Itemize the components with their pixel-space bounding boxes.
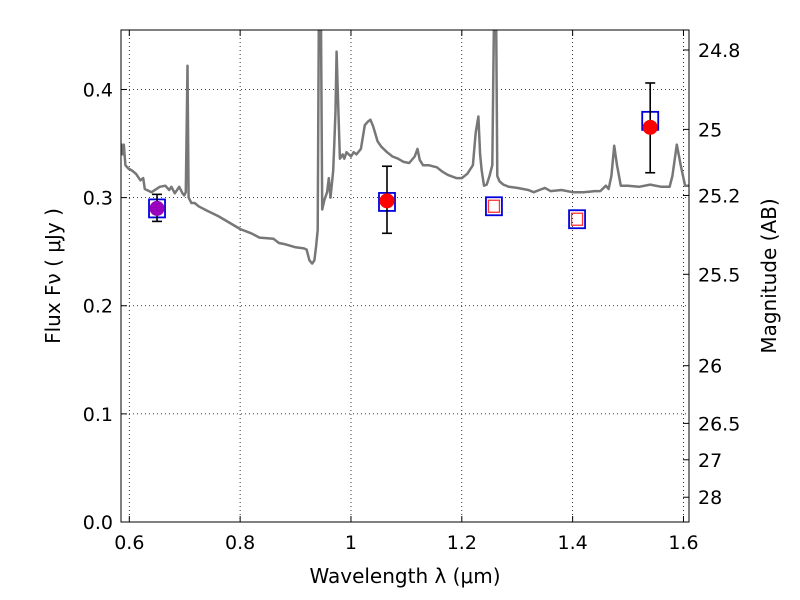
x-tick-label: 0.8 — [225, 532, 255, 554]
x-tick-label: 1.6 — [668, 532, 698, 554]
detection-point — [642, 119, 658, 135]
detection-point — [149, 200, 165, 216]
mag-tick-label: 24.8 — [698, 40, 740, 62]
detection-point — [379, 193, 395, 209]
mag-tick-label: 26.5 — [698, 413, 740, 435]
mag-tick-label: 25 — [698, 119, 722, 141]
model-square-marker — [485, 196, 503, 217]
mag-tick-label: 26 — [698, 356, 722, 378]
mag-tick-label: 28 — [698, 487, 722, 509]
x-tick-label: 1 — [345, 532, 357, 554]
x-axis-title: Wavelength λ (μm) — [309, 564, 500, 588]
model-square-marker — [568, 209, 586, 230]
ticks: 0.6 0.8 1 1.2 1.4 1.6 0.0 0.1 0.2 0.3 0.4 24.8 25 25.… — [83, 30, 740, 554]
y-tick-label: 0.1 — [83, 404, 113, 426]
mag-tick-label: 25.2 — [698, 185, 740, 207]
limit-square-marker — [570, 212, 584, 226]
x-tick-label: 0.6 — [114, 532, 144, 554]
y-tick-label: 0.4 — [83, 79, 113, 101]
mag-tick-label: 25.5 — [698, 264, 740, 286]
spectrum-line — [121, 30, 689, 265]
y-axis-title: Flux Fν ( μJy ) — [41, 208, 65, 344]
y-tick-label: 0.2 — [83, 296, 113, 318]
y-tick-label: 0.3 — [83, 188, 113, 210]
limit-square-marker — [487, 199, 501, 213]
x-tick-label: 1.4 — [558, 532, 588, 554]
x-tick-label: 1.2 — [447, 532, 477, 554]
plot-frame — [120, 29, 690, 523]
plot-series — [121, 30, 689, 265]
grid — [121, 30, 689, 523]
mag-tick-label: 27 — [698, 450, 722, 472]
right-axis-title: Magnitude (AB) — [757, 198, 781, 353]
y-tick-label: 0.0 — [83, 512, 113, 534]
